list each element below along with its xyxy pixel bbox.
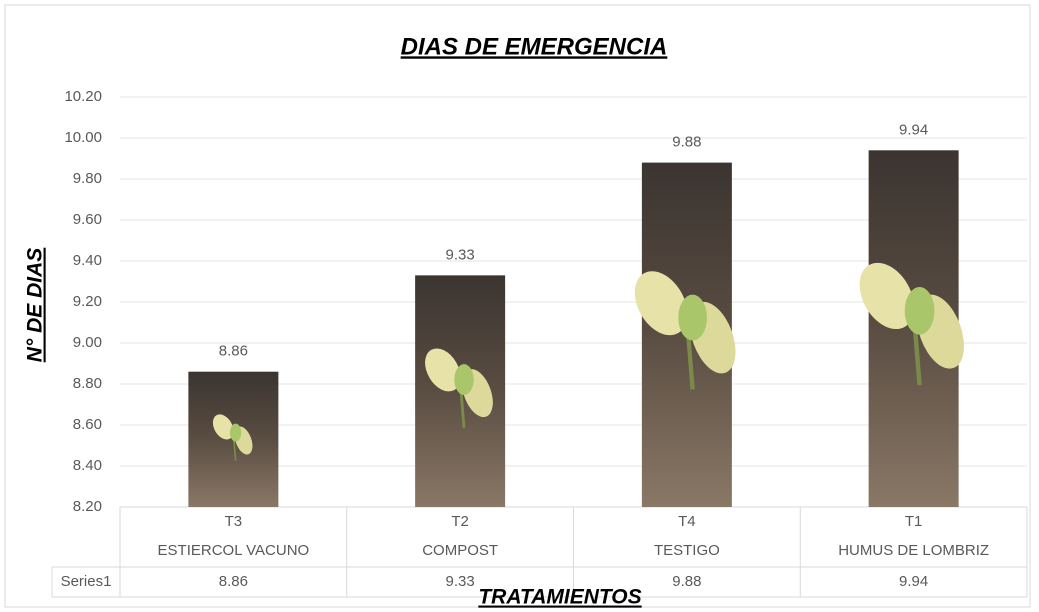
y-axis-title: N° DE DIAS <box>24 248 47 363</box>
x-tick-label: HUMUS DE LOMBRIZ <box>838 542 989 559</box>
y-tick-label: 10.00 <box>64 129 102 146</box>
y-tick-label: 9.20 <box>73 293 102 310</box>
x-tick-label: TESTIGO <box>654 542 720 559</box>
sprout-leaf <box>678 295 707 341</box>
data-label: 8.86 <box>219 343 248 360</box>
y-tick-label: 8.20 <box>73 498 102 515</box>
y-tick-label: 8.40 <box>73 457 102 474</box>
x-tick-label: T1 <box>905 513 923 530</box>
data-label: 9.94 <box>899 121 928 138</box>
table-value: 9.88 <box>672 573 701 590</box>
table-value: 8.86 <box>219 573 248 590</box>
chart: DIAS DE EMERGENCIA N° DE DIAS 8.20 8.40 8.… <box>0 0 1039 612</box>
table-value: 9.33 <box>446 573 475 590</box>
y-tick-label: 10.20 <box>64 88 102 105</box>
y-tick-label: 9.60 <box>73 211 102 228</box>
x-axis-title: TRATAMIENTOS <box>478 586 641 609</box>
y-tick-label: 9.40 <box>73 252 102 269</box>
y-tick-label: 8.60 <box>73 416 102 433</box>
sprout-leaf <box>905 287 935 335</box>
x-tick-label: T3 <box>225 513 243 530</box>
chart-title: DIAS DE EMERGENCIA <box>401 33 668 60</box>
x-tick-label: COMPOST <box>422 542 498 559</box>
data-label: 9.88 <box>672 134 701 151</box>
table-series-name: Series1 <box>61 573 112 590</box>
x-tick-label: ESTIERCOL VACUNO <box>158 542 310 559</box>
x-tick-label: T4 <box>678 513 696 530</box>
x-tick-label: T2 <box>451 513 469 530</box>
y-tick-label: 9.00 <box>73 334 102 351</box>
sprout-leaf <box>230 424 241 442</box>
data-label: 9.33 <box>446 246 475 263</box>
y-tick-label: 9.80 <box>73 170 102 187</box>
table-value: 9.94 <box>899 573 928 590</box>
y-tick-label: 8.80 <box>73 375 102 392</box>
sprout-leaf <box>454 364 473 395</box>
